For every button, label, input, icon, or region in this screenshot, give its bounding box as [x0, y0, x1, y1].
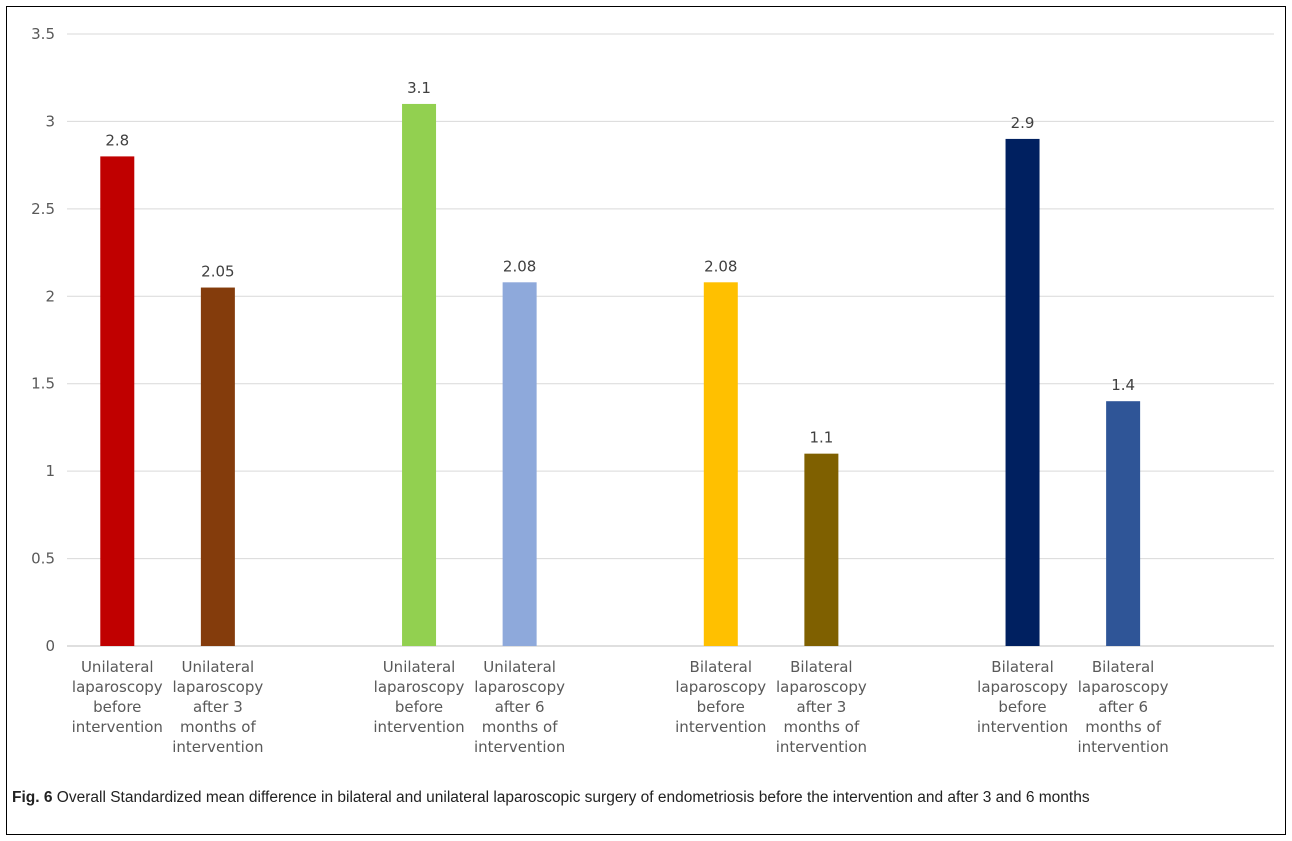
data-label: 2.08: [704, 257, 737, 275]
category-label: Unilateral laparoscopy before intervention: [373, 658, 464, 736]
y-tick-label: 3: [45, 112, 55, 130]
category-label: Bilateral laparoscopy after 3 months of inte…: [776, 658, 867, 756]
category-label: Bilateral laparoscopy after 6 months of inte…: [1077, 658, 1168, 756]
bar: [804, 453, 839, 646]
bar: [100, 156, 135, 646]
bar: [703, 282, 738, 646]
data-label: 2.08: [503, 257, 536, 275]
bar-chart: 00.511.522.533.5 2.82.053.12.08 2.081.12.…: [31, 25, 1274, 756]
category-label: Unilateral laparoscopy before intervention: [72, 658, 163, 736]
figure-frame: [6, 6, 1286, 835]
category-labels: Unilateral laparoscopy before interventionU…: [72, 658, 1169, 756]
data-labels: 2.8 2.05 3.1 2.08 2.08 1.1 2.9 1.4: [105, 79, 1135, 447]
y-tick-label: 2.5: [31, 200, 55, 218]
category-label: Bilateral laparoscopy before intervention: [675, 658, 766, 736]
data-label: 2.05: [201, 263, 234, 281]
category-label: Unilateral laparoscopy after 3 months of int…: [172, 658, 263, 756]
data-label: 2.8: [105, 131, 129, 149]
figure-caption: Fig. 6 Overall Standardized mean differe…: [12, 788, 1280, 808]
data-label: 1.4: [1111, 376, 1135, 394]
y-tick-label: 1: [45, 462, 55, 480]
y-axis-ticks: 0 0.5 1 1.5 2 2.5 3 3.5: [31, 25, 55, 655]
caption-label: Fig. 6: [12, 789, 53, 806]
data-label: 3.1: [407, 79, 431, 97]
bars: [100, 103, 1141, 646]
y-tick-label: 0: [45, 637, 55, 655]
data-label: 2.9: [1011, 114, 1035, 132]
data-label: 1.1: [809, 429, 833, 447]
category-label: Unilateral laparoscopy after 6 months of int…: [474, 658, 565, 756]
y-tick-label: 0.5: [31, 550, 55, 568]
bar: [402, 103, 437, 646]
gridlines: [67, 33, 1274, 647]
bar: [200, 287, 235, 646]
y-tick-label: 3.5: [31, 25, 55, 43]
bar: [1005, 138, 1040, 646]
y-tick-label: 2: [45, 287, 55, 305]
bar: [1106, 401, 1141, 646]
caption-text: Overall Standardized mean difference in …: [56, 789, 1090, 806]
bar: [502, 282, 537, 646]
y-tick-label: 1.5: [31, 375, 55, 393]
category-label: Bilateral laparoscopy before intervention: [977, 658, 1068, 736]
